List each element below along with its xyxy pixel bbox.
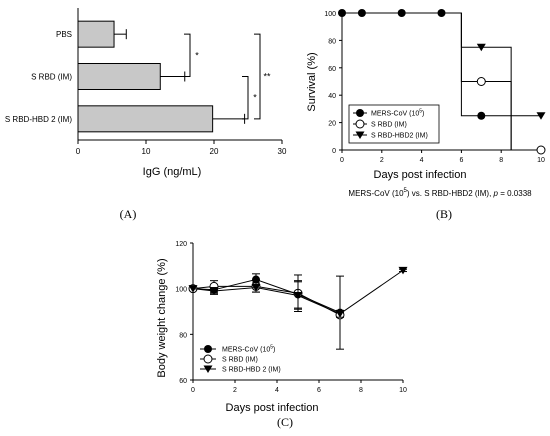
significance-bracket-2 [242, 76, 249, 120]
panel-a-x-tick-label: 10 [142, 147, 151, 156]
legend-label-1: MERS-CoV (105) [222, 345, 275, 354]
panel-c-label: (C) [277, 415, 293, 429]
bar-3 [77, 105, 214, 133]
panel-c-y-tick-label: 100 [175, 287, 187, 294]
panel-c-y-axis-label: Body weight change (%) [156, 258, 168, 377]
panel-c-x-tick-label: 4 [275, 387, 279, 394]
category-label-2: S RBD (IM) [31, 73, 72, 82]
series-s-rbd-point [536, 145, 546, 155]
legend-marker [204, 345, 212, 353]
panel-b-annotation: MERS-CoV (105) vs. S RBD-HBD2 (IM), p = … [348, 188, 532, 198]
panel-b-y-tick-label: 0 [332, 148, 336, 155]
panel-a-x-tick-label: 30 [278, 147, 287, 156]
series-s-rbd-hbd2-line [460, 13, 541, 117]
series-s-rbd-hbd2-point [536, 112, 546, 120]
legend-marker [355, 119, 365, 129]
panel-b-y-tick-label: 80 [328, 38, 336, 45]
panel-b-y-tick-label: 40 [328, 93, 336, 100]
panel-a-x-tick-label: 0 [76, 147, 81, 156]
panel-b-y-tick-label: 60 [328, 66, 336, 73]
panel-b-x-tick-label: 0 [340, 157, 344, 164]
bar-1 [77, 20, 115, 48]
legend-marker [203, 365, 213, 373]
series-s-rbd-hbd2-point [209, 287, 219, 295]
legend-marker [356, 109, 364, 117]
panel-a-x-tick-label: 20 [210, 147, 219, 156]
panel-c-x-axis-label: Days post infection [226, 402, 319, 414]
panel-a-label: (A) [120, 207, 137, 221]
category-label-3: S RBD-HBD 2 (IM) [5, 115, 72, 124]
series-s-rbd-hbd2-point [293, 292, 303, 300]
panel-c-y-tick-label: 60 [179, 378, 187, 385]
panel-b-y-axis-label: Survival (%) [306, 52, 318, 111]
panel-a-x-axis-label: IgG (ng/mL) [143, 166, 202, 178]
panel-c-x-tick-label: 2 [233, 387, 237, 394]
series-mers-cov-point [477, 111, 486, 120]
significance-bracket-3 [254, 33, 261, 120]
series-mers-cov-point [437, 9, 446, 17]
panel-b-label: (B) [436, 207, 452, 221]
series-mers-cov-point [357, 9, 366, 17]
panel-b-x-tick-label: 2 [380, 157, 384, 164]
panel-b-x-tick-label: 8 [499, 157, 503, 164]
significance-label-2: * [253, 93, 257, 103]
significance-label-3: ** [263, 72, 271, 82]
panel-b-legend: MERS-CoV (105) S RBD (IM) S RBD-HBD2 (IM) [348, 104, 440, 144]
panel-c-legend: MERS-CoV (105) S RBD (IM) S RBD-HBD 2 (IM) [200, 345, 281, 374]
panel-b-y-tick-label: 100 [324, 11, 336, 18]
series-mers-cov-point [338, 9, 346, 17]
significance-label-1: * [195, 50, 199, 60]
panel-b-x-tick-label: 10 [537, 157, 545, 164]
panel-b-x-tick-label: 4 [420, 157, 424, 164]
series-s-rbd-hbd2-point [251, 284, 261, 292]
category-label-1: PBS [56, 30, 72, 39]
series-mers-cov-point [397, 9, 406, 17]
series-s-rbd-hbd2-point [188, 285, 198, 293]
series-s-rbd-line [460, 13, 541, 151]
significance-bracket-1 [184, 33, 191, 77]
panel-c-y-tick-label: 120 [175, 241, 187, 248]
legend-label-3: S RBD-HBD2 (IM) [371, 133, 428, 140]
panel-c-body-weight-chart: 0 2 4 6 8 10 60 80 100 120 MERS-CoV (105) S RBD (IM… [156, 241, 408, 429]
series-s-rbd-hbd2-point [398, 266, 408, 275]
panel-c-x-tick-label: 0 [191, 387, 195, 394]
panel-c-x-tick-label: 10 [399, 387, 407, 394]
panel-c-y-tick-label: 80 [179, 332, 187, 339]
legend-label-2: S RBD (IM) [371, 122, 407, 129]
legend-marker [203, 354, 213, 364]
series-s-rbd-hbd2-point [335, 310, 345, 318]
series-mers-cov-point [252, 275, 260, 284]
panel-b-y-tick-label: 20 [328, 121, 336, 128]
panel-b-x-tick-label: 6 [459, 157, 463, 164]
bar-2 [77, 63, 161, 90]
series-s-rbd-hbd2-point [476, 43, 486, 52]
panel-b-x-axis-label: Days post infection [374, 169, 467, 181]
legend-label-1: MERS-CoV (105) [371, 109, 424, 118]
panel-c-x-tick-label: 8 [359, 387, 363, 394]
panel-c-x-tick-label: 6 [317, 387, 321, 394]
legend-label-2: S RBD (IM) [222, 357, 258, 364]
series-s-rbd-point [476, 77, 486, 86]
series-s-rbd-hbd2-line [192, 269, 404, 315]
legend-marker [355, 131, 365, 139]
legend-label-3: S RBD-HBD 2 (IM) [222, 367, 281, 374]
